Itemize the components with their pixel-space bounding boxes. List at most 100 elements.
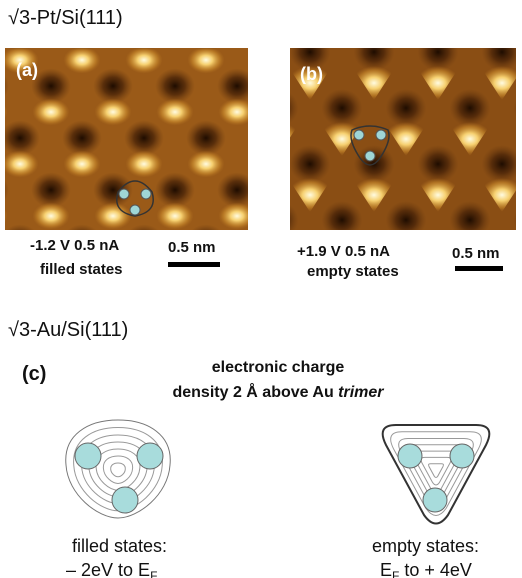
bright-spot — [224, 290, 268, 324]
heading: density 2 Å above Au trimer — [172, 382, 384, 401]
dark-spot — [93, 68, 133, 103]
dark-spot — [0, 276, 9, 311]
bright-spot — [218, 202, 255, 229]
dark-spot — [155, 172, 195, 207]
bright-spot — [256, 10, 300, 44]
heading: electronic charge — [212, 359, 345, 376]
bright-spot — [0, 0, 8, 22]
dark-spot — [322, 313, 363, 351]
subscript: F — [392, 569, 399, 578]
scale-bar — [455, 266, 503, 271]
dark-spot — [514, 313, 522, 351]
scale-bar — [168, 262, 220, 267]
dark-spot — [418, 257, 459, 295]
dark-spot — [258, 89, 299, 127]
bright-spot — [320, 10, 364, 44]
dark-spot — [450, 313, 491, 351]
bright-spot — [448, 10, 492, 44]
range: EF to + 4eV — [380, 560, 472, 578]
bright-spot — [512, 234, 522, 268]
dark-spot — [124, 224, 164, 259]
dark-spot — [310, 16, 350, 51]
bright-spot — [352, 290, 396, 324]
subscript: F — [150, 569, 157, 578]
dark-spot — [93, 276, 133, 311]
bright-spot — [63, 46, 100, 73]
contour-line — [429, 464, 444, 478]
contour-line — [103, 456, 132, 483]
range-text: to + 4eV — [399, 560, 472, 578]
bright-spot — [218, 0, 255, 22]
dark-spot — [0, 120, 40, 155]
bright-spot — [187, 254, 224, 281]
scale-label: 0.5 nm — [452, 245, 500, 262]
bright-spot — [249, 46, 286, 73]
range-text: – 2eV to E — [66, 560, 150, 578]
bright-spot — [249, 254, 286, 281]
contour-line — [96, 449, 140, 490]
bright-spot — [218, 98, 255, 125]
dark-spot — [482, 257, 522, 295]
caption: filled states: — [72, 536, 167, 556]
bias: -1.2 V 0.5 nA — [30, 237, 119, 254]
dark-spot — [418, 33, 459, 71]
bright-spot — [187, 46, 224, 73]
contour-line — [421, 457, 451, 485]
dark-spot — [386, 201, 427, 239]
bright-spot — [63, 150, 100, 177]
dark-spot — [258, 201, 299, 239]
dark-spot — [322, 201, 363, 239]
dark-spot — [450, 201, 491, 239]
section-title: √3-Au/Si(111) — [8, 319, 128, 341]
bright-spot — [32, 98, 69, 125]
dark-spot — [248, 16, 288, 51]
bright-spot — [94, 202, 131, 229]
heading-italic: trimer — [338, 384, 384, 401]
dark-spot — [155, 68, 195, 103]
contour-line — [111, 463, 126, 477]
panel-label: (c) — [22, 363, 46, 385]
stm-image-b — [224, 10, 522, 351]
panel-label: (a) — [16, 60, 38, 80]
bright-spot — [512, 10, 522, 44]
bright-spot — [156, 202, 193, 229]
dark-spot — [124, 120, 164, 155]
dark-spot — [62, 120, 102, 155]
bias: +1.9 V 0.5 nA — [297, 243, 390, 260]
bright-spot — [280, 0, 317, 22]
dark-spot — [217, 276, 257, 311]
dark-spot — [279, 276, 319, 311]
bright-spot — [480, 290, 522, 324]
bright-spot — [288, 290, 332, 324]
bright-spot — [125, 150, 162, 177]
dark-spot — [450, 89, 491, 127]
dark-spot — [482, 33, 522, 71]
bright-spot — [1, 150, 38, 177]
bright-spot — [187, 150, 224, 177]
dark-spot — [386, 313, 427, 351]
bright-spot — [125, 254, 162, 281]
title: √3-Pt/Si(111) — [8, 7, 123, 29]
dark-spot — [386, 89, 427, 127]
atoms — [75, 443, 474, 513]
dark-spot — [124, 16, 164, 51]
bright-spot — [1, 254, 38, 281]
dark-spot — [155, 276, 195, 311]
bright-spot — [156, 98, 193, 125]
range: – 2eV to EF — [66, 560, 157, 578]
dark-spot — [322, 89, 363, 127]
mode: empty states — [307, 263, 399, 280]
dark-spot — [31, 172, 71, 207]
bright-spot — [384, 10, 428, 44]
mode: filled states — [40, 261, 123, 278]
dark-spot — [248, 120, 288, 155]
dark-spot — [418, 145, 459, 183]
dark-spot — [354, 33, 395, 71]
dark-spot — [217, 172, 257, 207]
heading-text: density 2 Å above Au — [172, 382, 338, 401]
caption: empty states: — [372, 536, 479, 556]
dark-spot — [31, 276, 71, 311]
dark-spot — [217, 68, 257, 103]
bright-spot — [156, 0, 193, 22]
dark-spot — [290, 145, 331, 183]
